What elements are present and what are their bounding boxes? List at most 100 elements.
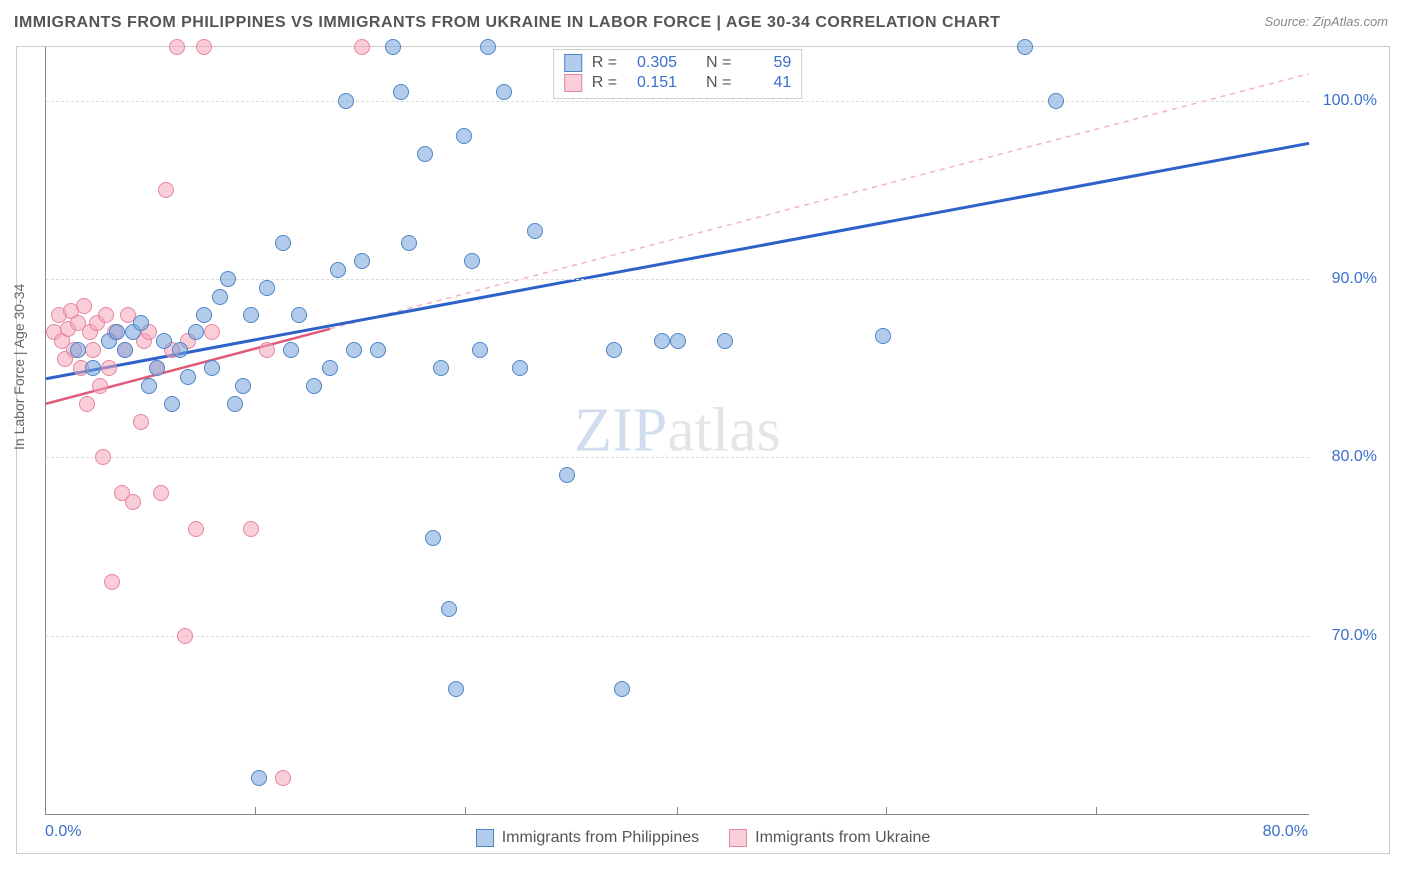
scatter-point — [259, 280, 275, 296]
scatter-point — [235, 378, 251, 394]
scatter-point — [133, 414, 149, 430]
x-tick-label: 80.0% — [1263, 823, 1308, 841]
scatter-point — [220, 271, 236, 287]
scatter-point — [95, 449, 111, 465]
y-tick-label: 80.0% — [1332, 448, 1377, 466]
scatter-point — [79, 396, 95, 412]
legend-label-ukraine: Immigrants from Ukraine — [755, 829, 930, 847]
plot-area: ZIPatlas R = 0.305 N = 59 R = 0.151 N = … — [45, 47, 1309, 815]
scatter-point — [153, 485, 169, 501]
scatter-point — [425, 530, 441, 546]
chart-container: In Labor Force | Age 30-34 ZIPatlas R = … — [16, 46, 1390, 854]
scatter-point — [92, 378, 108, 394]
x-minor-tick — [465, 807, 466, 815]
scatter-point — [109, 324, 125, 340]
scatter-point — [101, 360, 117, 376]
bottom-legend: Immigrants from Philippines Immigrants f… — [17, 829, 1389, 847]
stats-row-philippines: R = 0.305 N = 59 — [564, 53, 792, 73]
scatter-point — [104, 574, 120, 590]
chart-title: IMMIGRANTS FROM PHILIPPINES VS IMMIGRANT… — [14, 14, 1000, 32]
gridline-h — [46, 101, 1309, 102]
scatter-point — [125, 494, 141, 510]
scatter-point — [259, 342, 275, 358]
scatter-point — [204, 360, 220, 376]
scatter-point — [172, 342, 188, 358]
scatter-point — [370, 342, 386, 358]
scatter-point — [875, 328, 891, 344]
scatter-point — [606, 342, 622, 358]
swatch-philippines — [564, 54, 582, 72]
y-tick-label: 90.0% — [1332, 270, 1377, 288]
gridline-h — [46, 457, 1309, 458]
r-value-philippines: 0.305 — [627, 54, 677, 72]
swatch-philippines — [476, 829, 494, 847]
n-value-philippines: 59 — [741, 54, 791, 72]
scatter-point — [85, 360, 101, 376]
scatter-point — [156, 333, 172, 349]
scatter-point — [393, 84, 409, 100]
scatter-point — [141, 378, 157, 394]
scatter-point — [196, 307, 212, 323]
scatter-point — [385, 39, 401, 55]
scatter-point — [196, 39, 212, 55]
scatter-point — [212, 289, 228, 305]
scatter-point — [251, 770, 267, 786]
scatter-point — [169, 39, 185, 55]
scatter-point — [670, 333, 686, 349]
scatter-point — [188, 521, 204, 537]
r-value-ukraine: 0.151 — [627, 74, 677, 92]
n-label: N = — [706, 54, 731, 72]
y-axis-title: In Labor Force | Age 30-34 — [11, 284, 27, 450]
correlation-stats-box: R = 0.305 N = 59 R = 0.151 N = 41 — [553, 49, 803, 99]
scatter-point — [433, 360, 449, 376]
scatter-point — [346, 342, 362, 358]
scatter-point — [275, 235, 291, 251]
legend-item-philippines: Immigrants from Philippines — [476, 829, 699, 847]
scatter-point — [354, 39, 370, 55]
x-minor-tick — [886, 807, 887, 815]
r-label: R = — [592, 54, 617, 72]
scatter-point — [180, 369, 196, 385]
scatter-point — [354, 253, 370, 269]
trend-lines — [46, 47, 1309, 814]
scatter-point — [338, 93, 354, 109]
x-minor-tick — [255, 807, 256, 815]
scatter-point — [401, 235, 417, 251]
scatter-point — [133, 315, 149, 331]
scatter-point — [70, 342, 86, 358]
scatter-point — [243, 521, 259, 537]
scatter-point — [512, 360, 528, 376]
scatter-point — [98, 307, 114, 323]
swatch-ukraine — [729, 829, 747, 847]
legend-label-philippines: Immigrants from Philippines — [502, 829, 699, 847]
scatter-point — [164, 396, 180, 412]
swatch-ukraine — [564, 74, 582, 92]
scatter-point — [717, 333, 733, 349]
scatter-point — [177, 628, 193, 644]
y-tick-label: 70.0% — [1332, 627, 1377, 645]
x-tick-label: 0.0% — [45, 823, 81, 841]
scatter-point — [227, 396, 243, 412]
source-label: Source: ZipAtlas.com — [1264, 14, 1388, 29]
r-label: R = — [592, 74, 617, 92]
scatter-point — [283, 342, 299, 358]
scatter-point — [456, 128, 472, 144]
scatter-point — [117, 342, 133, 358]
scatter-point — [480, 39, 496, 55]
x-minor-tick — [677, 807, 678, 815]
scatter-point — [464, 253, 480, 269]
scatter-point — [85, 342, 101, 358]
stats-row-ukraine: R = 0.151 N = 41 — [564, 73, 792, 93]
trend-line — [330, 74, 1309, 329]
scatter-point — [614, 681, 630, 697]
scatter-point — [1048, 93, 1064, 109]
scatter-point — [322, 360, 338, 376]
scatter-point — [243, 307, 259, 323]
y-tick-label: 100.0% — [1323, 92, 1377, 110]
legend-item-ukraine: Immigrants from Ukraine — [729, 829, 930, 847]
scatter-point — [149, 360, 165, 376]
scatter-point — [76, 298, 92, 314]
scatter-point — [330, 262, 346, 278]
scatter-point — [291, 307, 307, 323]
scatter-point — [188, 324, 204, 340]
